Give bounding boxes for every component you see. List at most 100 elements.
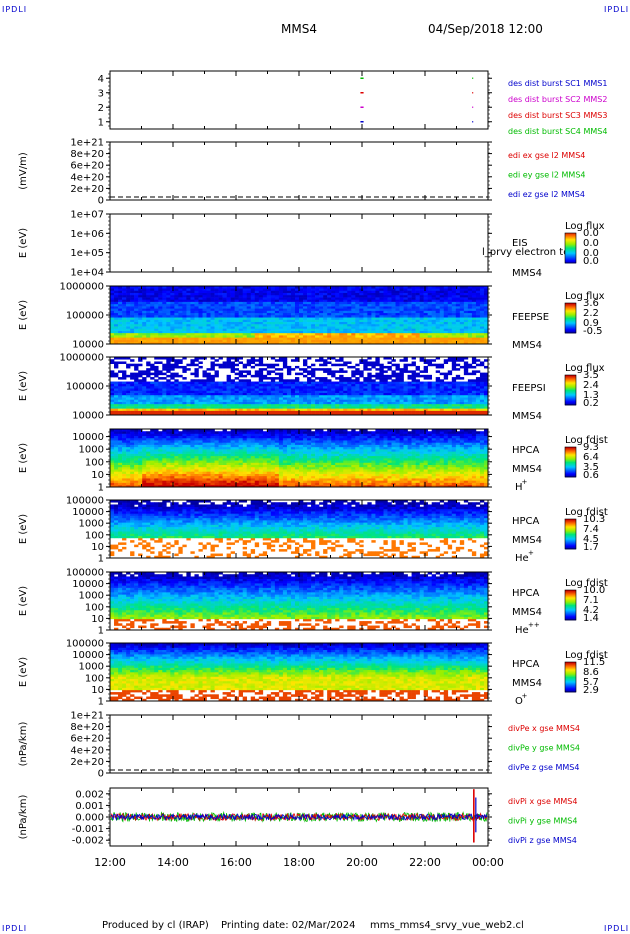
spectrogram-cell [110, 370, 115, 373]
spectrogram-cell [178, 365, 183, 369]
spectrogram-cell [166, 374, 171, 378]
spectrogram-cell [339, 323, 344, 327]
spectrogram-cell [274, 312, 280, 316]
spectrogram-cell [262, 317, 268, 320]
spectrogram-cell [158, 341, 163, 345]
colorbar-cell [565, 383, 576, 385]
spectrogram-cell [447, 394, 453, 398]
spectrogram-cell [451, 306, 457, 309]
spectrogram-cell [303, 390, 308, 393]
spectrogram-cell [415, 383, 420, 387]
spectrogram-cell [403, 317, 408, 320]
spectrogram-cell [419, 394, 424, 398]
spectrogram-cell [471, 359, 477, 362]
spectrogram-cell [166, 388, 171, 391]
spectrogram-cell [130, 399, 135, 402]
spectrogram-cell [194, 412, 199, 416]
spectrogram-cell [130, 326, 135, 329]
spectrogram-cell [182, 288, 187, 291]
spectrogram-cell [399, 372, 404, 376]
spectrogram-cell [154, 365, 159, 369]
spectrogram-cell [274, 286, 280, 289]
spectrogram-cell [447, 323, 453, 327]
spectrogram-cell [431, 317, 437, 320]
spectrogram-cell [218, 410, 223, 414]
spectrogram-cell [182, 323, 187, 327]
spectrogram-cell [122, 397, 127, 400]
spectrogram-cell [475, 397, 481, 400]
spectrogram-cell [371, 374, 376, 378]
spectrogram-cell [459, 397, 465, 400]
spectrogram-cell [266, 408, 272, 411]
spectrogram-cell [282, 408, 288, 411]
spectrogram-cell [359, 317, 364, 320]
spectrogram-cell [431, 315, 437, 318]
spectrogram-cell [110, 397, 115, 400]
spectrogram-cell [270, 403, 276, 407]
spectrogram-cell [190, 288, 195, 291]
spectrogram-cell [174, 403, 179, 407]
spectrogram-cell [307, 337, 312, 340]
spectrogram-cell [443, 317, 449, 320]
spectrogram-cell [234, 290, 239, 293]
spectrogram-cell [439, 383, 445, 387]
spectrogram-cell [367, 317, 372, 320]
spectrogram-cell [166, 317, 171, 320]
spectrogram-cell [363, 388, 368, 391]
spectrogram-cell [471, 341, 477, 345]
spectrogram-cell [182, 330, 187, 334]
spectrogram-cell [371, 394, 376, 398]
y-tick-label: 100000 [66, 382, 104, 393]
spectrogram-cell [202, 317, 207, 320]
spectrogram-cell [110, 303, 115, 307]
spectrogram-cell [299, 319, 304, 322]
spectrogram-cell [315, 337, 320, 340]
spectrogram-cell [319, 363, 324, 367]
spectrogram-cell [146, 337, 151, 340]
spectrogram-cell [266, 388, 272, 391]
spectrogram-cell [242, 303, 248, 307]
spectrogram-cell [110, 288, 115, 291]
spectrogram-cell [339, 484, 344, 488]
y-tick-label: 1e+05 [70, 248, 104, 259]
spectrogram-cell [347, 299, 352, 302]
spectrogram-cell [299, 306, 304, 309]
spectrogram-cell [278, 328, 284, 331]
spectrogram-cell [343, 339, 348, 343]
spectrogram-cell [182, 337, 187, 340]
spectrogram-cell [154, 337, 159, 340]
spectrogram-cell [238, 392, 243, 396]
spectrogram-cell [307, 297, 312, 300]
spectrogram-cell [170, 406, 175, 409]
spectrogram-cell [335, 288, 340, 291]
spectrogram-cell [182, 482, 187, 486]
spectrogram-cell [174, 390, 179, 393]
spectrogram-cell [431, 299, 437, 302]
colorbar-cell [565, 241, 576, 243]
spectrogram-cell [407, 337, 412, 340]
spectrogram-cell [198, 299, 203, 302]
spectrogram-cell [383, 315, 388, 318]
colorbar-cell [565, 251, 576, 253]
spectrogram-cell [238, 386, 243, 389]
spectrogram-cell [299, 403, 304, 407]
spectrogram-cell [210, 332, 215, 336]
y-tick-label: 0 [98, 196, 104, 207]
spectrogram-cell [202, 383, 207, 387]
spectrogram-cell [371, 286, 376, 289]
spectrogram-cell [351, 365, 356, 369]
spectrogram-cell [194, 294, 199, 298]
spectrogram-cell [122, 339, 127, 343]
spectrogram-cell [323, 377, 328, 380]
spectrogram-cell [471, 484, 477, 488]
spectrogram-cell [367, 301, 372, 305]
spectrogram-cell [218, 297, 223, 300]
spectrogram-cell [375, 359, 380, 362]
spectrogram-cell [327, 339, 332, 343]
spectrogram-cell [202, 482, 207, 486]
spectrogram-cell [339, 319, 344, 322]
spectrogram-cell [459, 330, 465, 334]
spectrogram-cell [134, 386, 139, 389]
spectrogram-cell [399, 319, 404, 322]
spectrogram-cell [463, 330, 469, 334]
